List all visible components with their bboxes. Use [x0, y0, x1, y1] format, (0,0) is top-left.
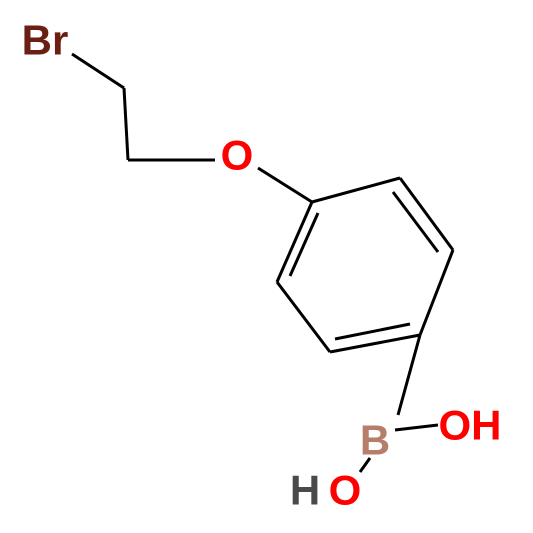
- bond-line: [395, 425, 438, 430]
- bond-line: [124, 88, 128, 160]
- atoms-group: BrOBOHHO: [22, 17, 502, 514]
- atom-label-OH2_O: O: [329, 467, 362, 514]
- molecule-diagram: BrOBOHHO: [0, 0, 533, 533]
- bond-line: [398, 335, 420, 415]
- atom-label-Br: Br: [22, 17, 69, 64]
- bond-line: [420, 250, 453, 335]
- atom-label-OH1: OH: [439, 402, 502, 449]
- atom-label-O: O: [221, 132, 254, 179]
- bond-line: [277, 282, 330, 352]
- bond-line: [312, 178, 400, 202]
- atom-label-B: B: [360, 417, 390, 464]
- bond-line: [335, 324, 410, 339]
- bonds-group: [72, 54, 453, 472]
- bond-line: [258, 168, 312, 202]
- atom-label-OH2_H: H: [290, 467, 320, 514]
- bond-line: [72, 54, 124, 88]
